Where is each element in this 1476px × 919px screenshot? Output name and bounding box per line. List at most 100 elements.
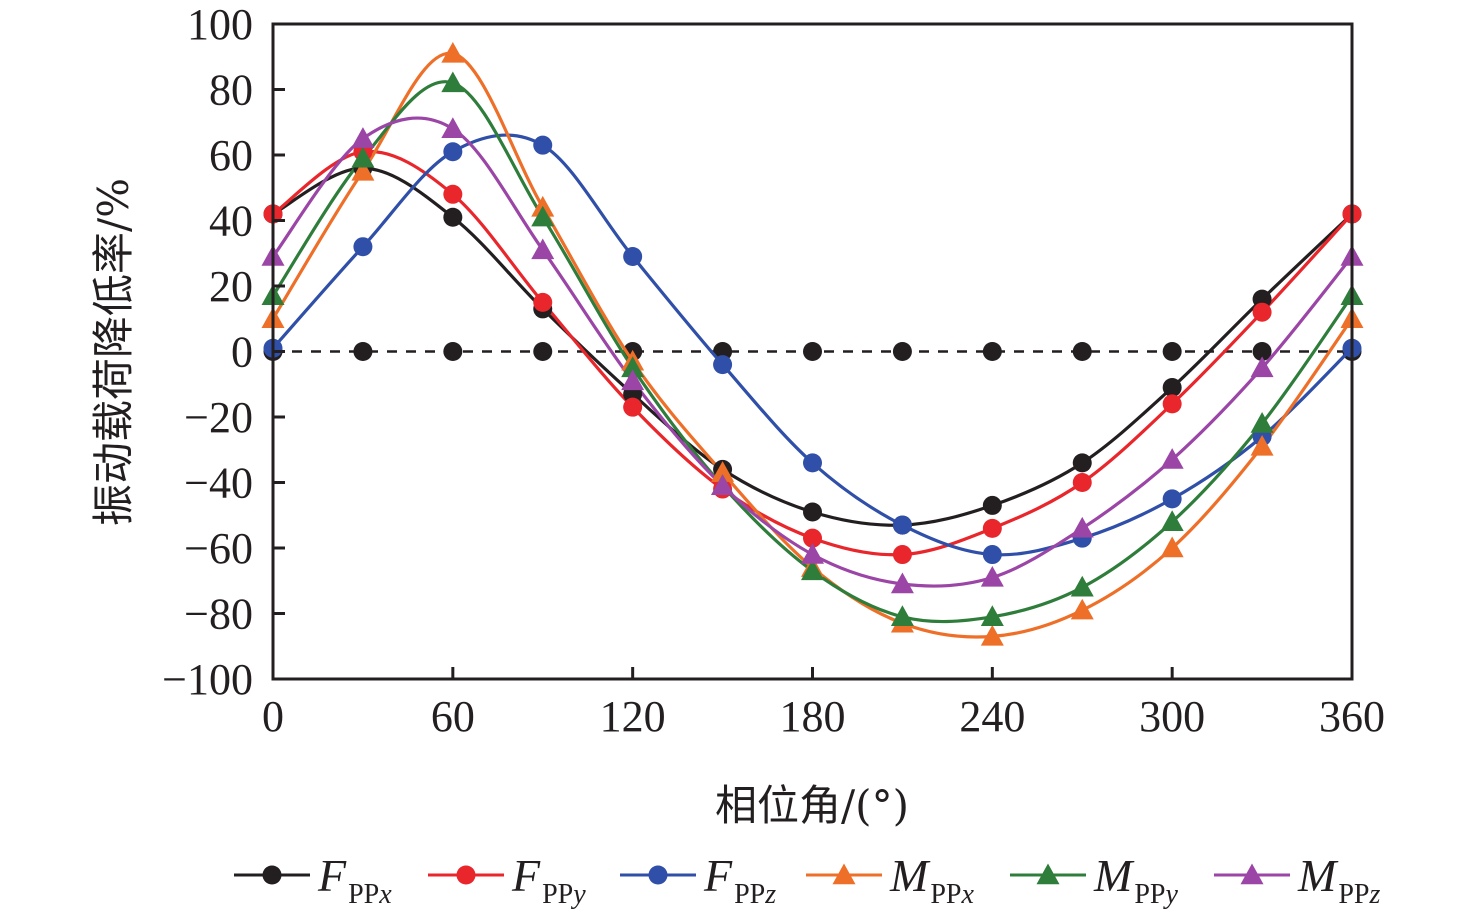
data-point-M_PPz	[1070, 516, 1094, 538]
data-point-F_PPy	[623, 397, 643, 417]
legend-marker-triangle-icon	[832, 863, 856, 885]
data-point-F_PPy	[533, 292, 553, 312]
data-point-M_PPy	[621, 356, 645, 378]
data-point-M_PPx	[351, 159, 375, 181]
y-tick-label: 100	[187, 0, 253, 49]
y-tick-label: 20	[209, 262, 253, 311]
data-point-F_PPx	[1252, 289, 1272, 309]
legend-item-F_PPx: FPPx	[234, 850, 392, 910]
data-point-M_PPy	[1070, 575, 1094, 597]
data-point-F_PPy	[1072, 473, 1092, 492]
legend-marker-triangle-icon	[1036, 863, 1060, 885]
x-tick-label: 240	[959, 692, 1025, 741]
markers-M_PPz	[261, 117, 1364, 594]
y-tick-label: −40	[184, 459, 253, 508]
data-point-F_PPy	[982, 518, 1002, 538]
zero-reference-point	[803, 342, 822, 361]
data-point-F_PPy	[1252, 302, 1272, 322]
y-tick-label: −100	[162, 655, 253, 704]
data-point-F_PPx	[982, 495, 1002, 515]
data-point-F_PPx	[1162, 378, 1182, 398]
legend-label: FPPz	[703, 850, 776, 910]
data-point-F_PPz	[443, 142, 463, 162]
y-tick-label: 40	[209, 197, 253, 246]
x-tick-label: 300	[1139, 692, 1205, 741]
x-tick-label: 120	[600, 692, 666, 741]
zero-reference-point	[1252, 342, 1272, 361]
zero-reference-point	[1072, 342, 1092, 361]
data-point-M_PPz	[621, 369, 645, 391]
legend-label: MPPz	[1297, 850, 1380, 910]
x-tick-label: 360	[1319, 692, 1385, 741]
data-point-M_PPy	[890, 605, 914, 626]
legend-marker-triangle-icon	[1240, 863, 1264, 885]
data-point-F_PPx	[1072, 453, 1092, 473]
legend-marker-circle-icon	[456, 865, 476, 885]
data-point-M_PPx	[1160, 536, 1184, 558]
data-point-F_PPy	[892, 545, 912, 565]
data-point-M_PPy	[1160, 510, 1184, 531]
data-point-M_PPy	[1250, 412, 1274, 433]
x-tick-label: 180	[780, 692, 846, 741]
data-point-M_PPz	[531, 238, 555, 260]
data-point-F_PPz	[353, 237, 373, 257]
legend-marker-circle-icon	[648, 865, 668, 885]
data-point-M_PPx	[441, 41, 465, 63]
data-point-M_PPz	[1250, 356, 1274, 378]
zero-reference-point	[353, 342, 373, 361]
data-point-F_PPy	[443, 184, 463, 204]
y-tick-label: 0	[231, 328, 253, 377]
data-point-M_PPy	[801, 559, 824, 581]
data-point-M_PPz	[351, 127, 375, 148]
data-point-M_PPz	[890, 572, 914, 594]
legend-item-M_PPz: MPPz	[1214, 850, 1380, 910]
legend-label: MPPy	[1093, 850, 1178, 910]
data-point-M_PPz	[980, 565, 1004, 587]
legend-label: FPPx	[317, 850, 392, 910]
zero-reference-series	[263, 342, 1362, 361]
data-point-M_PPz	[441, 117, 465, 138]
data-point-M_PPx	[711, 461, 735, 482]
data-point-F_PPz	[892, 515, 912, 535]
data-point-M_PPz	[711, 474, 735, 495]
data-point-F_PPx	[803, 502, 822, 522]
data-point-F_PPz	[713, 355, 733, 375]
data-point-F_PPz	[803, 453, 822, 473]
x-tick-label: 60	[431, 692, 475, 741]
data-point-F_PPy	[1162, 394, 1182, 414]
data-point-F_PPz	[623, 247, 643, 267]
data-point-M_PPz	[801, 543, 824, 564]
x-axis-title: 相位角/(°)	[715, 781, 909, 830]
x-tick-label: 0	[262, 692, 284, 741]
data-point-M_PPy	[980, 605, 1004, 626]
legend-item-M_PPx: MPPx	[806, 850, 974, 910]
y-tick-label: −80	[184, 590, 253, 639]
data-point-F_PPx	[443, 207, 463, 227]
zero-reference-point	[533, 342, 553, 361]
zero-reference-point	[892, 342, 912, 361]
legend-label: FPPy	[511, 850, 586, 910]
data-point-F_PPy	[803, 528, 822, 548]
y-tick-label: −20	[184, 393, 253, 442]
zero-reference-point	[713, 342, 733, 361]
data-point-F_PPz	[982, 545, 1002, 565]
data-point-M_PPz	[1160, 448, 1184, 469]
legend-item-F_PPy: FPPy	[428, 850, 586, 910]
data-point-M_PPx	[1070, 598, 1094, 620]
data-point-M_PPy	[441, 71, 465, 93]
zero-reference-point	[443, 342, 463, 361]
data-point-M_PPy	[531, 205, 555, 227]
data-point-F_PPz	[1162, 489, 1182, 509]
legend-marker-circle-icon	[262, 865, 282, 885]
data-point-M_PPy	[351, 146, 375, 168]
y-tick-label: 80	[209, 66, 253, 115]
zero-reference-point	[982, 342, 1002, 361]
y-tick-label: −60	[184, 524, 253, 573]
plot-area	[261, 41, 1364, 646]
legend-item-F_PPz: FPPz	[620, 850, 776, 910]
data-point-F_PPz	[533, 135, 553, 155]
y-tick-label: 60	[209, 131, 253, 180]
data-point-M_PPx	[1250, 434, 1274, 456]
legend: FPPx FPPy FPPz MPPx MPPy MPPz	[234, 850, 1380, 910]
